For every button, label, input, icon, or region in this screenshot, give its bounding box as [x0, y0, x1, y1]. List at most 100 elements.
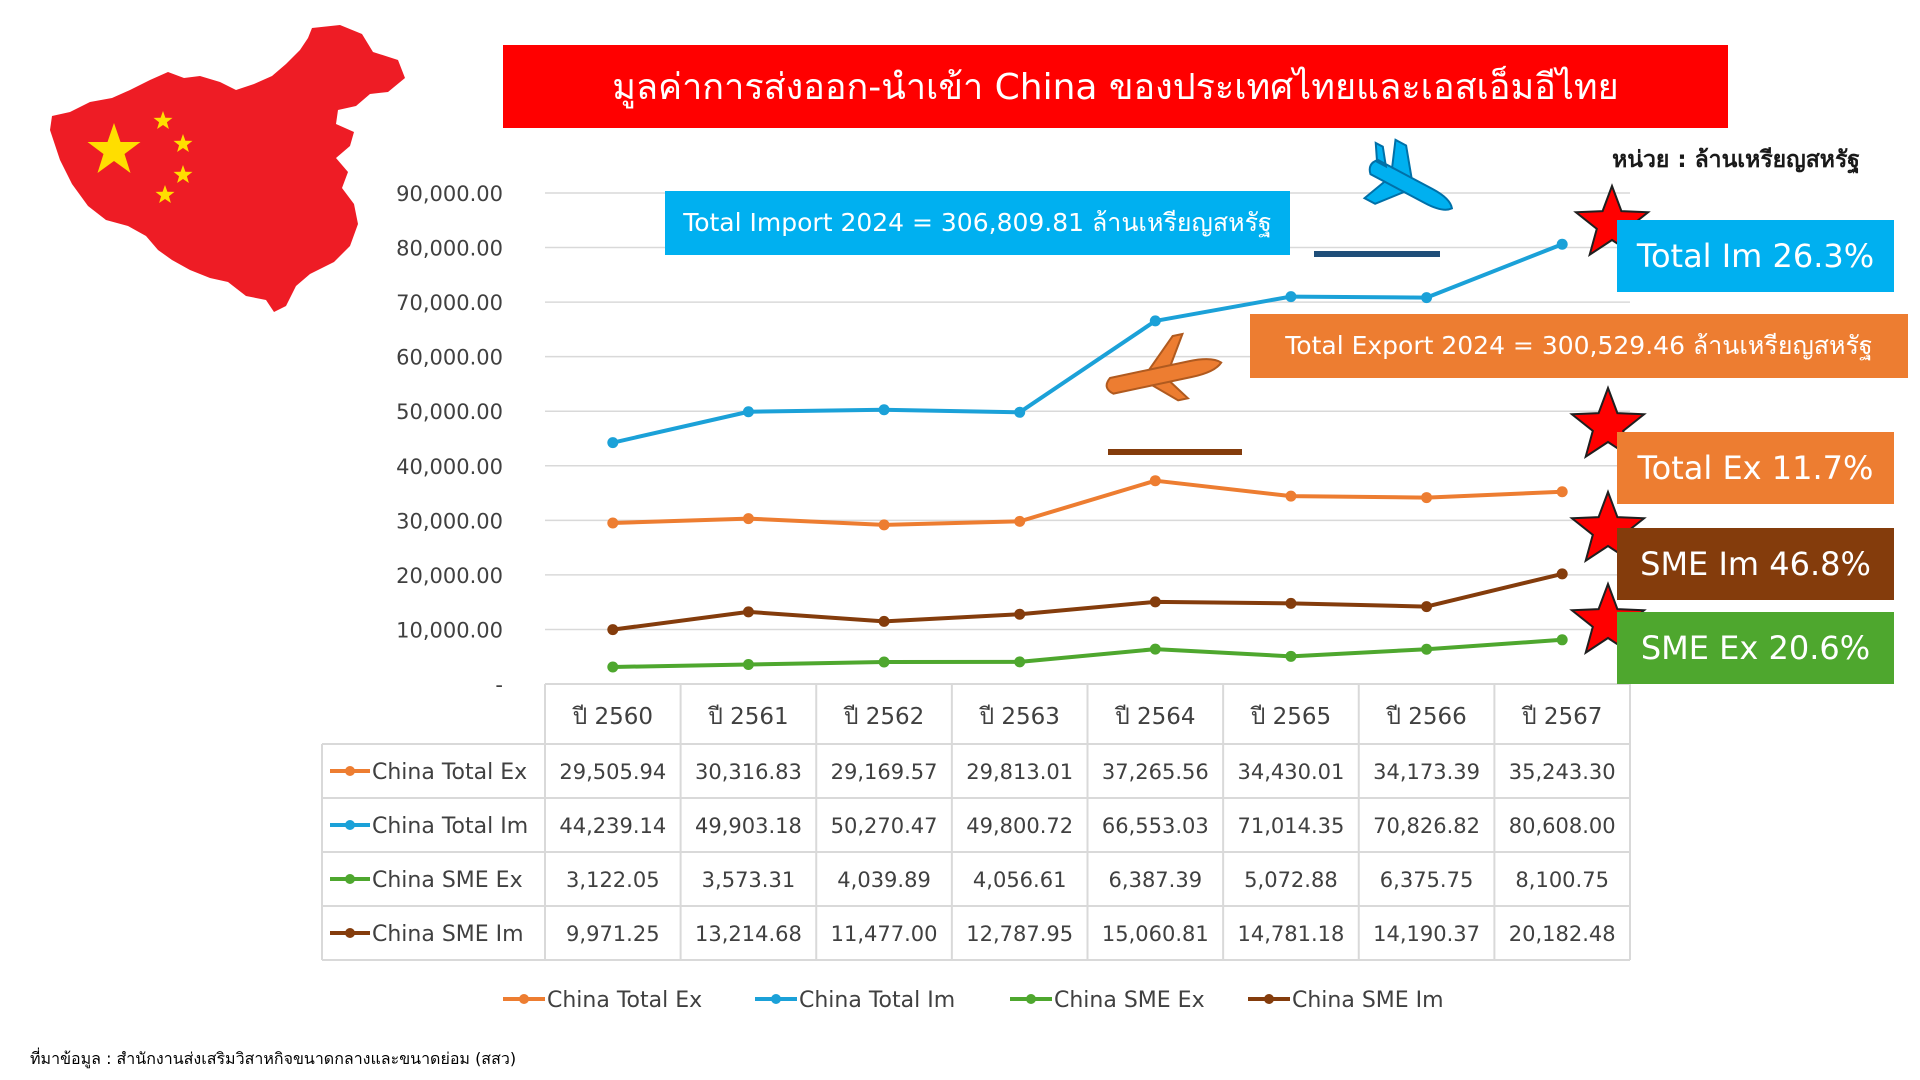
table-cell-value: 11,477.00: [831, 922, 938, 946]
data-point: [1421, 492, 1433, 504]
table-cell-value: 44,239.14: [559, 814, 666, 838]
table-cell-value: 3,573.31: [702, 868, 796, 892]
series-line: [612, 637, 1563, 669]
flag-small-star-2: [173, 134, 193, 152]
data-point: [1556, 634, 1568, 646]
y-tick-label: 70,000.00: [396, 291, 503, 315]
runway-line-export: [1108, 449, 1242, 455]
data-point: [1285, 597, 1297, 609]
table-cell-value: 3,122.05: [566, 868, 660, 892]
star-icon: [1569, 581, 1647, 655]
table-cell-value: 29,169.57: [831, 760, 938, 784]
table-cell-value: 29,505.94: [559, 760, 666, 784]
series-line: [612, 242, 1563, 445]
table-cell-value: 4,039.89: [837, 868, 931, 892]
data-point: [1285, 490, 1297, 502]
page-title: มูลค่าการส่งออก-นำเข้า China ของประเทศไท…: [503, 45, 1728, 128]
data-point: [1556, 238, 1568, 250]
x-category-label: ปี 2560: [572, 704, 653, 730]
table-cell-value: 9,971.25: [566, 922, 660, 946]
total-export-growth-badge: Total Ex 11.7%: [1617, 432, 1894, 504]
gridlines: [545, 192, 1630, 631]
star-icon: [1569, 489, 1647, 563]
data-point: [742, 513, 754, 525]
table-series-key-marker: [345, 874, 355, 884]
y-tick-label: 30,000.00: [396, 509, 503, 533]
data-point: [1421, 292, 1433, 304]
data-point: [1556, 568, 1568, 580]
star-icon: [1573, 183, 1651, 257]
y-tick-label: 60,000.00: [396, 346, 503, 370]
data-point: [742, 406, 754, 418]
china-map-shape: [50, 25, 405, 312]
data-point: [878, 656, 890, 668]
table-series-name: China SME Ex: [372, 868, 523, 893]
table-cell-value: 66,553.03: [1102, 814, 1209, 838]
table-series-name: China Total Ex: [372, 760, 527, 785]
series-lines: [607, 238, 1568, 673]
legend-key-marker: [1026, 994, 1036, 1004]
data-table: ปี 2560 ปี 2561 ปี 2562 ปี 2563 ปี 2564 ปี 25…: [321, 683, 1631, 961]
table-cell-value: 49,903.18: [695, 814, 802, 838]
table-cell-value: 49,800.72: [966, 814, 1073, 838]
table-cell-value: 35,243.30: [1509, 760, 1616, 784]
data-point: [742, 606, 754, 618]
data-point: [1014, 656, 1026, 668]
table-cell-value: 14,781.18: [1237, 922, 1344, 946]
y-tick-label: 50,000.00: [396, 400, 503, 424]
data-point: [1556, 486, 1568, 498]
table-cell-value: 20,182.48: [1509, 922, 1616, 946]
table-series-key-marker: [345, 820, 355, 830]
y-tick-label: 10,000.00: [396, 618, 503, 642]
y-axis-ticks: 90,000.00 80,000.00 70,000.00 60,000.00 50,0…: [396, 182, 503, 697]
airplane-takeoff-icon: [1105, 332, 1223, 402]
x-category-label: ปี 2561: [708, 704, 789, 730]
flag-small-star-3: [173, 165, 193, 183]
series-line: [612, 478, 1563, 527]
data-point: [878, 404, 890, 416]
flag-big-star: [87, 123, 141, 173]
legend: China Total Ex China Total Im China SME Ex…: [503, 988, 1444, 1013]
table-series-key-marker: [345, 928, 355, 938]
legend-label: China SME Ex: [1054, 988, 1205, 1013]
table-series-name: China SME Im: [372, 922, 524, 947]
stars: [1569, 183, 1651, 655]
data-point: [607, 661, 619, 673]
table-cell-value: 80,608.00: [1509, 814, 1616, 838]
data-point: [1421, 643, 1433, 655]
table-cell-value: 12,787.95: [966, 922, 1073, 946]
flag-small-star-1: [153, 111, 173, 129]
table-cell-value: 6,375.75: [1380, 868, 1474, 892]
data-point: [1421, 601, 1433, 613]
legend-label: China Total Ex: [547, 988, 702, 1013]
china-map-icon: [50, 25, 405, 312]
data-point: [1149, 475, 1161, 487]
data-point: [878, 519, 890, 531]
x-category-label: ปี 2566: [1386, 704, 1467, 730]
data-point: [1149, 643, 1161, 655]
legend-key-marker: [519, 994, 529, 1004]
x-category-label: ปี 2563: [979, 704, 1060, 730]
table-cell-value: 29,813.01: [966, 760, 1073, 784]
data-point: [1285, 650, 1297, 662]
legend-key-marker: [771, 994, 781, 1004]
airplane-landing-icon: [1362, 138, 1454, 211]
unit-label: หน่วย : ล้านเหรียญสหรัฐ: [1612, 147, 1860, 173]
table-series-name: China Total Im: [372, 814, 528, 839]
total-import-growth-badge: Total Im 26.3%: [1617, 220, 1894, 292]
y-tick-label: 20,000.00: [396, 564, 503, 588]
data-point: [1014, 608, 1026, 620]
table-cell-value: 4,056.61: [973, 868, 1067, 892]
table-cell-value: 5,072.88: [1244, 868, 1338, 892]
table-cell-value: 15,060.81: [1102, 922, 1209, 946]
legend-label: China Total Im: [799, 988, 955, 1013]
data-point: [607, 517, 619, 529]
sme-export-growth-badge: SME Ex 20.6%: [1617, 612, 1894, 684]
x-category-label: ปี 2567: [1521, 704, 1602, 730]
table-cell-value: 13,214.68: [695, 922, 802, 946]
data-point: [878, 615, 890, 627]
y-tick-label: 40,000.00: [396, 455, 503, 479]
legend-label: China SME Im: [1292, 988, 1444, 1013]
data-point: [1285, 291, 1297, 303]
export-total-callout: Total Export 2024 = 300,529.46 ล้านเหรีย…: [1250, 314, 1908, 378]
